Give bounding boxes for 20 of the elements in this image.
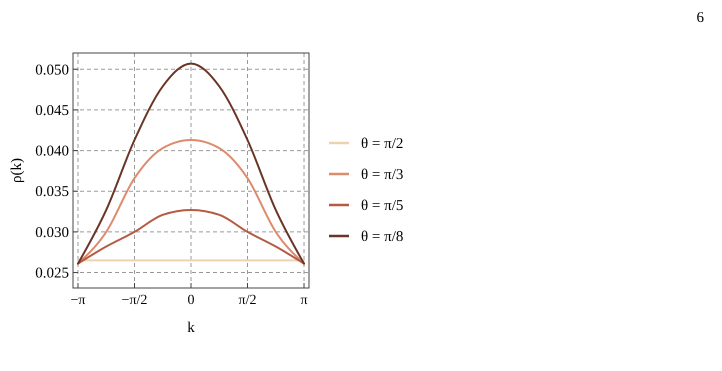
x-tick-label: −π/2 <box>122 293 148 308</box>
x-axis-title: k <box>187 320 196 336</box>
x-tick-label: π <box>300 293 308 308</box>
y-tick-label: 0.050 <box>35 62 69 78</box>
y-tick-label: 0.045 <box>35 102 69 119</box>
text: 6 <box>696 10 704 26</box>
y-axis-title: ρ(k) <box>9 158 25 183</box>
legend-label: θ = π/2 <box>361 136 404 152</box>
line-series <box>76 62 306 265</box>
x-tick-label: −π <box>70 293 86 308</box>
legend-label: θ = π/8 <box>361 229 404 245</box>
y-tick-label: 0.040 <box>35 144 69 160</box>
line-series <box>76 208 306 265</box>
legend-label: θ = π/3 <box>361 167 404 183</box>
y-tick-label: 0.035 <box>35 184 69 200</box>
y-tick-label: 0.025 <box>35 266 69 282</box>
y-tick-label: 0.030 <box>35 224 69 241</box>
legend-label: θ = π/5 <box>361 198 404 214</box>
x-tick-label: π/2 <box>238 293 256 308</box>
x-tick-label: 0 <box>188 293 194 308</box>
